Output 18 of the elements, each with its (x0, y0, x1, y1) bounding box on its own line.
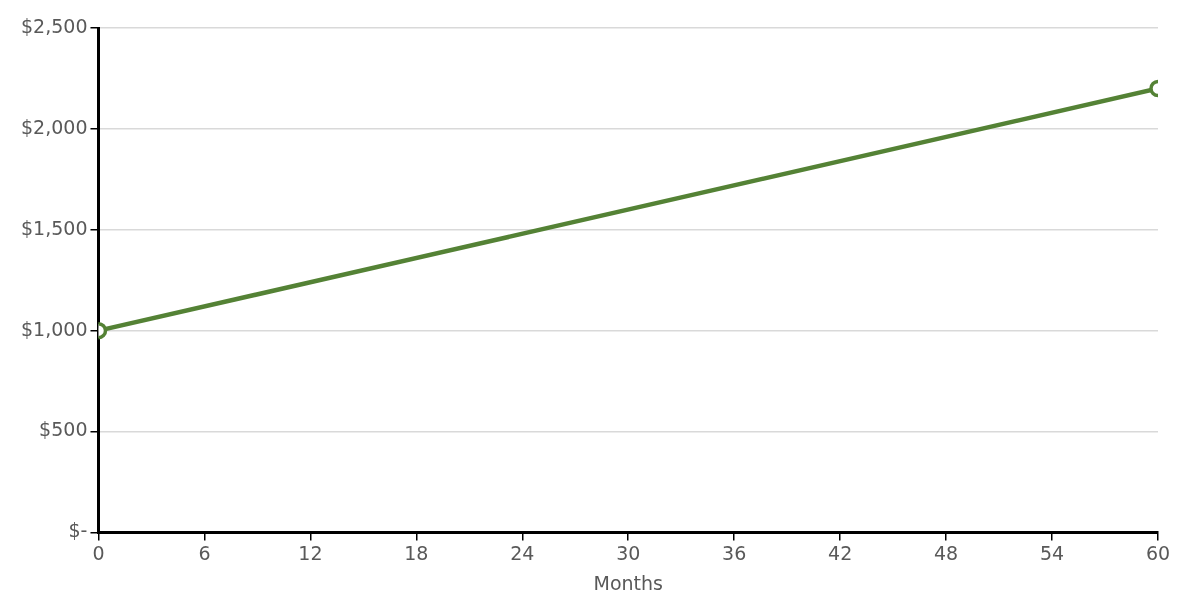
x-tick-label: 36 (722, 541, 747, 564)
x-tick-label: 18 (404, 541, 429, 564)
x-tick-label: 0 (92, 541, 105, 564)
x-tick-label: 12 (298, 541, 323, 564)
x-tick-label: 6 (198, 541, 211, 564)
x-tick-label: 54 (1039, 541, 1065, 564)
y-tick-label: $1,500 (21, 216, 88, 239)
y-tick-label: $2,500 (21, 14, 88, 37)
y-tick-label: $- (68, 519, 88, 542)
x-tick-label: 60 (1145, 541, 1171, 564)
x-tick-label: 30 (616, 541, 641, 564)
y-tick-label: $1,000 (21, 317, 88, 340)
x-tick-label: 42 (828, 541, 853, 564)
x-tick-label: 48 (934, 541, 959, 564)
x-axis-title: Months (593, 571, 663, 594)
x-tick-label: 24 (510, 541, 535, 564)
y-tick-label: $2,000 (21, 115, 88, 138)
y-tick-label: $500 (39, 418, 88, 441)
